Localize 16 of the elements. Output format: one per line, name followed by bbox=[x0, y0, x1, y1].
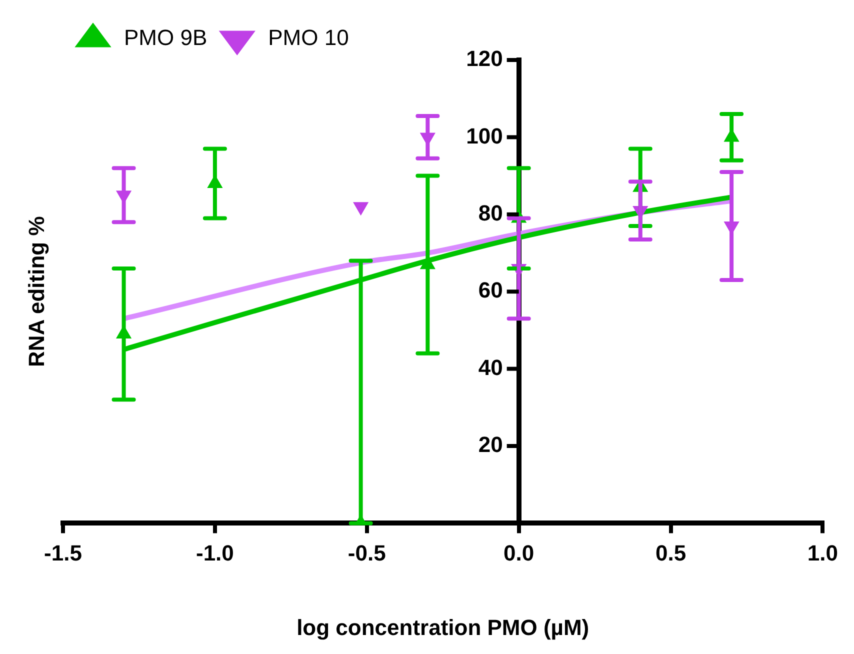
x-tick-label: -1.0 bbox=[196, 540, 234, 566]
x-axis-title: log concentration PMO (µM) bbox=[296, 614, 590, 640]
y-tick-label: 120 bbox=[466, 46, 503, 72]
y-tick-label: 80 bbox=[478, 200, 503, 226]
y-tick-label: 100 bbox=[466, 123, 503, 148]
x-tick-label: 0.5 bbox=[655, 540, 686, 566]
x-tick-label: -1.5 bbox=[44, 540, 82, 566]
x-tick-label: 0.0 bbox=[504, 540, 534, 566]
legend-label: PMO 10 bbox=[268, 25, 349, 50]
y-tick-label: 60 bbox=[478, 278, 503, 303]
y-tick-label: 20 bbox=[478, 432, 503, 458]
x-tick-label: -0.5 bbox=[348, 540, 386, 566]
legend-label: PMO 9B bbox=[124, 25, 208, 50]
y-tick-label: 40 bbox=[478, 354, 503, 380]
y-axis-title: RNA editing % bbox=[24, 216, 50, 367]
x-tick-label: 1.0 bbox=[807, 540, 838, 566]
